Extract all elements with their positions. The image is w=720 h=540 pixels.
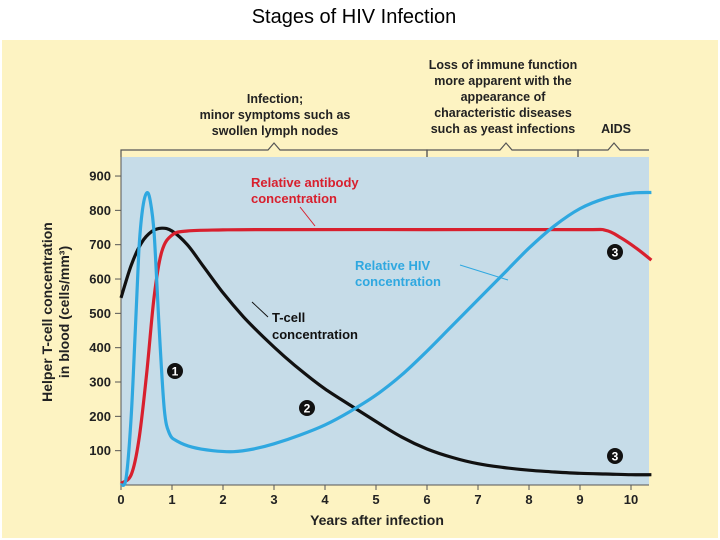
y-tick-label: 700 bbox=[89, 237, 111, 252]
marker-2-label: 2 bbox=[304, 402, 311, 416]
x-tick-label: 3 bbox=[270, 492, 277, 507]
y-tick-label: 600 bbox=[89, 272, 111, 287]
plot-background bbox=[121, 157, 649, 485]
y-tick-label: 800 bbox=[89, 203, 111, 218]
stage1-line: swollen lymph nodes bbox=[212, 124, 338, 138]
tcell-label-line2: concentration bbox=[272, 327, 358, 342]
x-tick-label: 4 bbox=[321, 492, 329, 507]
y-tick-label: 100 bbox=[89, 443, 111, 458]
antibody-label-line2: concentration bbox=[251, 191, 337, 206]
antibody-series-line bbox=[119, 227, 653, 485]
stage2-bracket bbox=[426, 142, 579, 157]
y-axis-label-line2: in blood (cells/mm³) bbox=[56, 246, 72, 378]
x-tick-label: 8 bbox=[525, 492, 532, 507]
tcell-label-line1: T-cell bbox=[272, 310, 305, 325]
x-tick-label: 5 bbox=[372, 492, 379, 507]
hiv-leader bbox=[459, 264, 509, 281]
x-tick-label: 9 bbox=[576, 492, 583, 507]
y-ticks: 100 200 300 400 500 600 700 800 900 bbox=[89, 169, 121, 458]
stage2-line: more apparent with the bbox=[434, 74, 572, 88]
stage1-line: Infection; bbox=[247, 92, 303, 106]
x-tick-label: 2 bbox=[219, 492, 226, 507]
marker-1-label: 1 bbox=[172, 365, 179, 379]
stage2-text: Loss of immune function more apparent wi… bbox=[429, 58, 578, 136]
y-tick-label: 300 bbox=[89, 375, 111, 390]
stage-brackets bbox=[120, 142, 649, 157]
marker-1: 1 bbox=[167, 363, 183, 379]
x-axis-label: Years after infection bbox=[310, 512, 444, 528]
x-tick-label: 0 bbox=[117, 492, 124, 507]
stage1-line: minor symptoms such as bbox=[200, 108, 351, 122]
hiv-label-line2: concentration bbox=[355, 274, 441, 289]
x-tick-label: 6 bbox=[423, 492, 430, 507]
slide-title: Stages of HIV Infection bbox=[251, 6, 457, 28]
tcell-series-line bbox=[119, 226, 652, 477]
antibody-label-line1: Relative antibody bbox=[251, 175, 359, 190]
y-axis-label-line1: Helper T-cell concentration bbox=[39, 222, 55, 402]
marker-3-tcell: 3 bbox=[607, 448, 623, 464]
tcell-leader bbox=[251, 301, 269, 318]
stage3-label: AIDS bbox=[601, 122, 631, 136]
stage3-bracket bbox=[577, 142, 649, 157]
x-tick-label: 7 bbox=[474, 492, 481, 507]
x-ticks: 0 1 2 3 4 5 6 7 8 9 10 bbox=[117, 485, 638, 507]
stage2-line: such as yeast infections bbox=[431, 122, 576, 136]
hiv-label-line1: Relative HIV bbox=[355, 258, 430, 273]
marker-2: 2 bbox=[299, 400, 315, 416]
stage2-line: characteristic diseases bbox=[434, 106, 572, 120]
stage1-bracket bbox=[120, 142, 428, 157]
marker-3-antibody: 3 bbox=[607, 244, 623, 260]
antibody-leader bbox=[299, 206, 316, 227]
marker-3b-label: 3 bbox=[612, 450, 619, 464]
y-tick-label: 500 bbox=[89, 306, 111, 321]
x-tick-label: 1 bbox=[168, 492, 175, 507]
marker-3a-label: 3 bbox=[612, 246, 619, 260]
stage2-line: Loss of immune function bbox=[429, 58, 578, 72]
hiv-series-line bbox=[119, 190, 652, 488]
x-tick-label: 10 bbox=[624, 492, 638, 507]
y-tick-label: 200 bbox=[89, 409, 111, 424]
y-tick-label: 400 bbox=[89, 340, 111, 355]
stage2-line: appearance of bbox=[461, 90, 547, 104]
y-tick-label: 900 bbox=[89, 169, 111, 184]
stage1-text: Infection; minor symptoms such as swolle… bbox=[200, 92, 351, 138]
